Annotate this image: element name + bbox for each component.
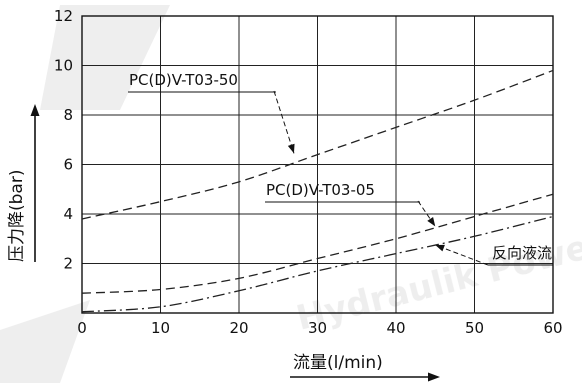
series-line-1 (81, 69, 554, 220)
y-tick-label: 4 (63, 205, 73, 223)
annotation-label-3: 反向液流 (492, 244, 552, 262)
grid (82, 16, 553, 313)
annotation-leader-1 (273, 90, 295, 154)
x-tick-label: 50 (465, 319, 484, 337)
plot-frame (81, 15, 554, 314)
x-tick-label: 20 (229, 319, 248, 337)
y-axis-title-group: 压力降(bar) (7, 104, 40, 262)
y-tick-label: 2 (63, 255, 73, 273)
y-axis-title: 压力降(bar) (7, 170, 27, 262)
watermark-logo-top (40, 5, 170, 110)
annotation-arrowhead-3 (435, 244, 445, 252)
y-tick-labels: 2 4 6 8 10 12 (54, 7, 73, 273)
series-line-3 (81, 215, 554, 313)
annotations: PC(D)V-T03-50 PC(D)V-T03-05 反向液流 (128, 71, 553, 266)
x-axis-arrow-head (428, 372, 440, 382)
watermark-text: Hydraulik Power (293, 223, 582, 338)
y-tick-label: 6 (63, 156, 73, 174)
series-lines (81, 69, 554, 313)
y-tick-label: 12 (54, 7, 73, 25)
y-tick-label: 8 (63, 106, 73, 124)
x-tick-label: 40 (386, 319, 405, 337)
annotation-label-1: PC(D)V-T03-50 (129, 71, 238, 89)
y-axis-arrow-head (30, 104, 40, 116)
y-tick-label: 10 (54, 57, 73, 75)
x-tick-label: 30 (308, 319, 327, 337)
plot-border (81, 15, 554, 314)
annotation-arrowhead-2 (427, 216, 436, 227)
x-tick-labels: 0 10 20 30 40 50 60 (77, 319, 562, 337)
x-axis-title: 流量(l/min) (293, 353, 383, 373)
x-tick-label: 0 (77, 319, 87, 337)
x-tick-label: 60 (543, 319, 562, 337)
annotation-label-2: PC(D)V-T03-05 (266, 181, 375, 199)
series-line-2 (81, 193, 554, 294)
annotation-arrowhead-1 (287, 143, 295, 154)
x-axis-title-group: 流量(l/min) (290, 353, 440, 382)
x-tick-label: 10 (151, 319, 170, 337)
watermark-logo-bottom (0, 300, 90, 383)
annotation-leader-3 (435, 244, 489, 266)
